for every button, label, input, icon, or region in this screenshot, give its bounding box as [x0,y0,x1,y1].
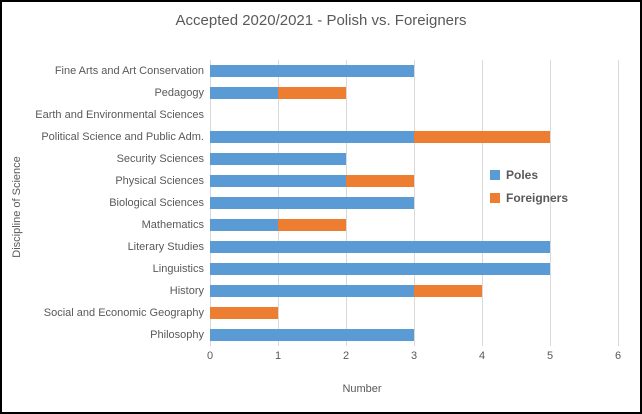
bar-row [210,285,618,297]
category-label: Security Sciences [116,153,204,165]
bar-segment-foreigners[interactable] [414,285,482,297]
bar-segment-poles[interactable] [210,285,414,297]
bar-row [210,175,618,187]
poles-swatch-icon [490,170,500,180]
bar-segment-foreigners[interactable] [277,87,346,99]
gridline [550,60,551,346]
x-tick-label: 1 [274,350,282,362]
legend-label: Poles [506,168,539,182]
category-label: Fine Arts and Art Conservation [54,65,204,77]
foreigners-swatch-icon [490,193,500,203]
legend-label: Foreigners [506,191,569,205]
legend-item-poles[interactable]: Poles [490,168,568,182]
bar-row [210,307,618,319]
bar-segment-poles[interactable] [210,219,278,231]
bar-segment-poles[interactable] [210,329,414,341]
category-label: History [169,285,204,297]
category-label: Social and Economic Geography [43,307,204,319]
x-tick-label: 4 [478,350,486,362]
category-label: Pedagogy [154,87,204,99]
x-tick-label: 2 [342,350,350,362]
bar-segment-poles[interactable] [210,131,414,143]
x-axis-title: Number [342,383,382,395]
category-label: Biological Sciences [109,197,204,209]
x-tick-label: 3 [410,350,418,362]
bar-row [210,241,618,253]
bar-row [210,109,618,121]
x-tick-label: 5 [546,350,554,362]
bar-segment-poles[interactable] [210,175,346,187]
legend-item-foreigners[interactable]: Foreigners [490,191,568,205]
bar-row [210,329,618,341]
bar-segment-poles[interactable] [210,65,414,77]
legend: Poles Foreigners [490,168,568,214]
bar-row [210,87,618,99]
category-label: Linguistics [152,263,204,275]
bar-segment-poles[interactable] [210,241,550,253]
bar-row [210,153,618,165]
plot-area [210,60,619,346]
category-label: Physical Sciences [115,175,204,187]
bar-row [210,197,618,209]
bar-segment-poles[interactable] [210,87,278,99]
gridline [414,60,415,346]
bar-segment-foreigners[interactable] [414,131,550,143]
x-tick-label: 6 [614,350,622,362]
bar-segment-poles[interactable] [210,153,346,165]
category-label: Mathematics [141,219,204,231]
category-label: Political Science and Public Adm. [41,131,204,143]
category-axis: Fine Arts and Art Conservation Pedagogy Ea… [2,60,204,346]
bar-segment-poles[interactable] [210,197,414,209]
bar-row [210,219,618,231]
x-tick-label: 0 [206,350,214,362]
category-label: Literary Studies [127,241,204,253]
bar-segment-poles[interactable] [210,263,550,275]
bar-segment-foreigners[interactable] [210,307,278,319]
chart-title: Accepted 2020/2021 - Polish vs. Foreigne… [175,12,467,29]
bar-row [210,65,618,77]
category-label: Earth and Environmental Sciences [35,109,204,121]
bar-row [210,263,618,275]
bar-segment-foreigners[interactable] [345,175,414,187]
gridline [618,60,619,346]
bar-segment-foreigners[interactable] [277,219,346,231]
category-label: Philosophy [150,329,204,341]
gridline [481,60,483,346]
bar-row [210,131,618,143]
